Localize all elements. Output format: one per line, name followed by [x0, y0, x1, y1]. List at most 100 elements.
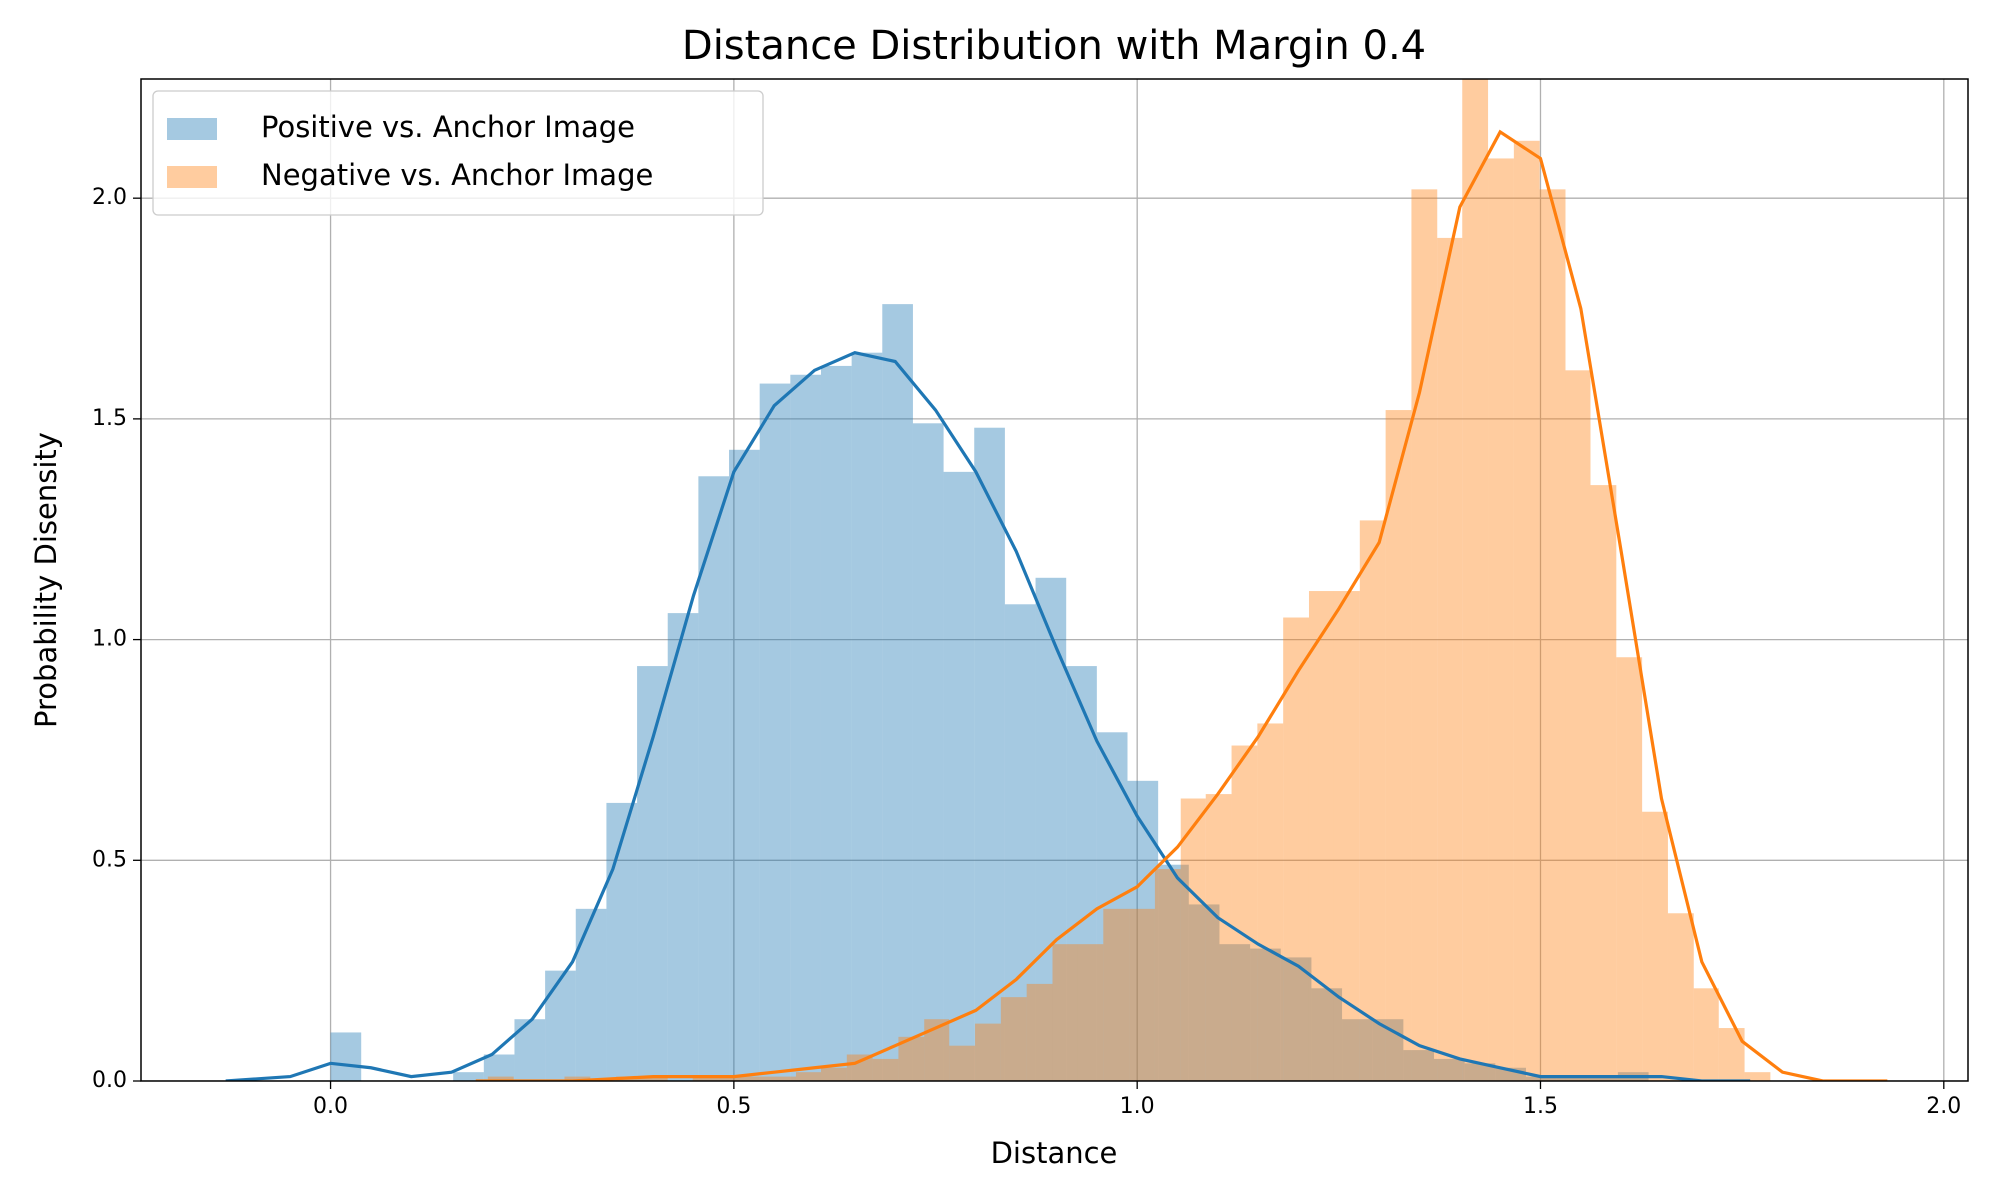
- histogram-bar: [851, 352, 883, 1081]
- histogram-bar: [1066, 666, 1097, 1081]
- plot-area: [141, 79, 1968, 1081]
- histogram-bar: [487, 1076, 514, 1081]
- histogram-bar: [912, 423, 944, 1081]
- x-tick-label: 1.5: [1523, 1094, 1558, 1119]
- histogram-bar: [1403, 1050, 1435, 1081]
- histogram-bar: [545, 970, 576, 1081]
- histogram-bar: [795, 1072, 821, 1081]
- histogram-bar: [898, 1036, 925, 1081]
- histogram-bar: [1342, 1019, 1373, 1081]
- histogram-bar: [1000, 997, 1027, 1081]
- legend-label: Positive vs. Anchor Image: [261, 110, 635, 144]
- histogram-bar: [1077, 944, 1104, 1081]
- histogram-bar: [606, 802, 638, 1081]
- x-tick-label: 0.5: [716, 1094, 751, 1119]
- histogram-bar: [943, 471, 975, 1081]
- histogram-bar: [1333, 591, 1360, 1081]
- histogram-bar: [453, 1072, 484, 1081]
- x-tick-label: 1.0: [1120, 1094, 1155, 1119]
- y-tick-label: 1.5: [92, 406, 127, 431]
- kde-line: [225, 350, 1751, 1081]
- histogram-bar: [1488, 158, 1514, 1081]
- histogram-bar: [1129, 908, 1155, 1081]
- histogram-bar: [1257, 723, 1284, 1081]
- histogram-bar: [698, 476, 730, 1081]
- y-tick-label: 0.0: [92, 1068, 127, 1093]
- histogram-bar: [1188, 904, 1220, 1081]
- histogram-bar: [820, 1067, 847, 1081]
- histogram-bar: [575, 908, 607, 1081]
- histogram-bar: [1359, 520, 1386, 1081]
- histogram-bar: [882, 304, 913, 1081]
- histogram-bar: [667, 613, 699, 1081]
- legend-box: [152, 90, 764, 216]
- histogram-bar: [1026, 983, 1053, 1081]
- histogram-bar: [641, 1076, 668, 1081]
- histogram-bar: [770, 1076, 796, 1081]
- histogram-bar: [1565, 370, 1591, 1081]
- x-tick-label: 2.0: [1926, 1094, 1961, 1119]
- histogram-bar: [564, 1076, 591, 1081]
- histogram-bar: [1744, 1072, 1771, 1081]
- y-tick-label: 2.0: [92, 185, 127, 210]
- chart-title: Distance Distribution with Margin 0.4: [682, 23, 1426, 69]
- histogram-bar: [974, 427, 1005, 1081]
- histogram-bar: [514, 1019, 546, 1081]
- histogram-bar: [1693, 988, 1719, 1081]
- histogram-bar: [1250, 948, 1281, 1081]
- histogram-bar: [975, 1023, 1001, 1081]
- histogram-bar: [1587, 1076, 1618, 1081]
- histogram-bar: [949, 1045, 976, 1081]
- histogram-bar: [1219, 944, 1251, 1081]
- histogram-bar: [729, 449, 760, 1081]
- histogram-bar: [1616, 657, 1643, 1081]
- histogram-bar: [692, 1076, 719, 1081]
- legend-swatch: [167, 118, 217, 140]
- histogram-bar: [1127, 780, 1159, 1081]
- histogram-bar: [1385, 410, 1412, 1081]
- y-tick-label: 0.5: [92, 847, 127, 872]
- histogram-bar: [1004, 604, 1036, 1081]
- histogram-bar: [1462, 79, 1489, 1081]
- histogram-bar: [1590, 485, 1617, 1081]
- histogram-bar: [820, 365, 852, 1081]
- histogram-bar: [872, 1058, 899, 1081]
- histogram-bar: [483, 1054, 515, 1081]
- histogram-bar: [1539, 189, 1566, 1081]
- histogram-bar: [790, 374, 821, 1081]
- histogram-bar: [1464, 1063, 1496, 1081]
- histogram-bar: [744, 1076, 771, 1081]
- histogram-bar: [1434, 1058, 1465, 1081]
- histogram-bar: [1556, 1076, 1588, 1081]
- x-tick-label: 0.0: [313, 1094, 348, 1119]
- histogram-bar: [1154, 869, 1181, 1081]
- histogram-bar: [1052, 944, 1078, 1081]
- histogram-bar: [759, 383, 791, 1081]
- histogram-bar: [1103, 908, 1130, 1081]
- legend-swatch: [167, 166, 217, 188]
- histogram-bar: [1205, 794, 1232, 1081]
- histogram-bar: [1667, 913, 1694, 1081]
- axes-frame: [140, 78, 1969, 1082]
- histogram-bar: [637, 666, 668, 1081]
- histogram-bar: [1280, 957, 1312, 1081]
- histogram-bar: [1283, 617, 1309, 1081]
- y-tick-label: 1.0: [92, 627, 127, 652]
- histogram-bar: [1437, 237, 1463, 1081]
- y-axis-label: Probability Disensity: [29, 432, 63, 728]
- histogram-bar: [1308, 591, 1334, 1081]
- legend-label: Negative vs. Anchor Image: [261, 158, 653, 192]
- histogram-bar: [1180, 798, 1206, 1081]
- histogram-bar: [1525, 1076, 1557, 1081]
- histogram-bar: [1158, 864, 1189, 1081]
- histogram-bar: [1311, 988, 1343, 1081]
- histogram-bar: [330, 1032, 362, 1081]
- kde-line: [475, 129, 1888, 1081]
- histogram-bar: [718, 1076, 745, 1081]
- x-axis-label: Distance: [991, 1136, 1118, 1170]
- histogram-bar: [1513, 140, 1540, 1081]
- histogram-bar: [1642, 811, 1668, 1081]
- histogram-bar: [1231, 745, 1258, 1081]
